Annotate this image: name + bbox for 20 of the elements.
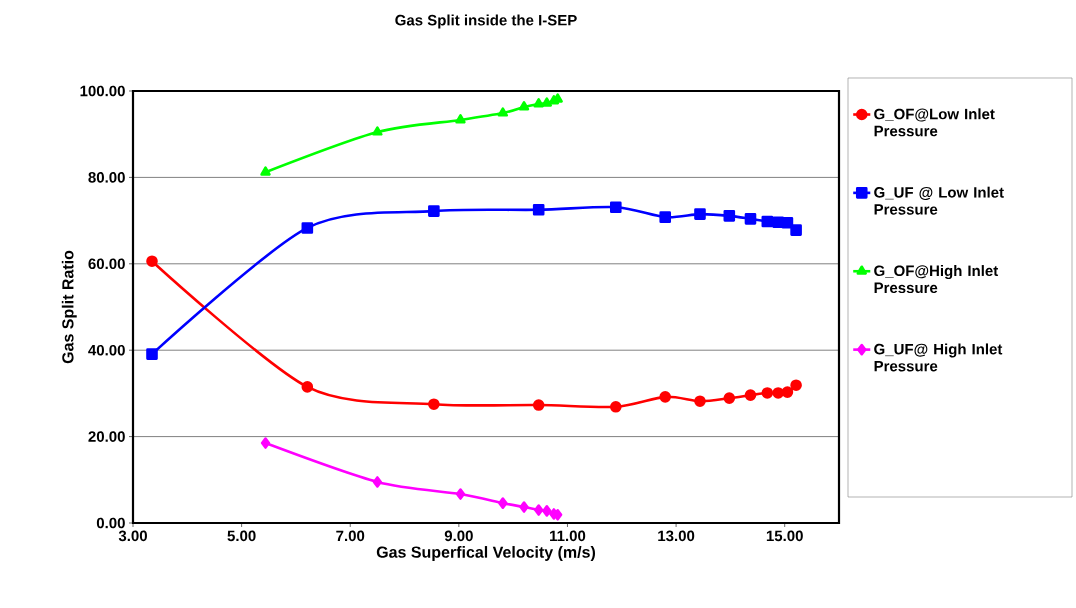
legend-label: G_UF @ Low Inlet Pressure (874, 186, 1004, 215)
y-tick-label: 0.00 (96, 517, 125, 529)
x-tick-label: 13.00 (658, 530, 695, 542)
x-axis-title: Gas Superfical Velocity (m/s) (376, 546, 596, 561)
x-tick-label: 5.00 (227, 530, 256, 542)
y-tick-label: 20.00 (88, 431, 125, 442)
chart-title: Gas Split inside the I-SEP (395, 14, 577, 29)
y-tick-label: 60.00 (88, 258, 125, 270)
x-tick-label: 15.00 (766, 530, 803, 542)
x-tick-label: 7.00 (336, 530, 365, 542)
legend-label: G_UF@ High Inlet Pressure (874, 343, 1003, 372)
y-tick-label: 80.00 (88, 172, 125, 183)
x-tick-label: 3.00 (118, 530, 147, 542)
legend-label: G_OF@Low Inlet Pressure (874, 108, 995, 137)
y-tick-label: 100.00 (80, 85, 125, 97)
legend-label: G_OF@High Inlet Pressure (874, 265, 999, 294)
x-tick-label: 9.00 (444, 530, 473, 542)
y-axis-title: Gas Split Ratio (61, 250, 77, 364)
x-tick-label: 11.00 (550, 530, 586, 542)
y-tick-label: 40.00 (88, 344, 125, 356)
